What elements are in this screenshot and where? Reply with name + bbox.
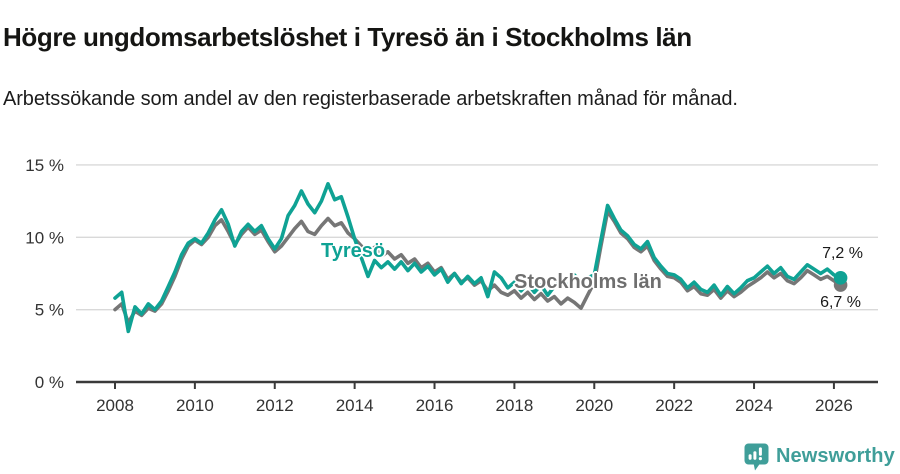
end-value-label-tyreso: 7,2 % <box>822 245 863 262</box>
y-tick-label-5: 5 % <box>35 301 64 320</box>
line-series-stockholms-l-n <box>113 209 843 325</box>
page-title: Högre ungdomsarbetslöshet i Tyresö än i … <box>3 22 692 53</box>
x-tick-label-2010: 2010 <box>176 396 214 415</box>
x-tick-label-2022: 2022 <box>655 396 693 415</box>
line-series-tyres- <box>113 182 843 334</box>
x-tick-label-2024: 2024 <box>735 396 773 415</box>
chart-subtitle: Arbetssökande som andel av den registerb… <box>3 88 738 110</box>
chart-speech-bubble-icon <box>744 443 769 471</box>
y-tick-label-0: 0 % <box>35 373 64 392</box>
end-dot-tyres- <box>833 271 848 285</box>
series-label-tyreso: Tyresö <box>321 240 386 262</box>
newsworthy-brand-text: Newsworthy <box>776 445 895 467</box>
x-tick-label-2012: 2012 <box>256 396 294 415</box>
x-tick-label-2020: 2020 <box>575 396 613 415</box>
x-tick-label-2014: 2014 <box>336 396 374 415</box>
x-tick-label-2026: 2026 <box>815 396 853 415</box>
end-value-label-stockholms-lan: 6,7 % <box>820 294 861 311</box>
y-tick-label-10: 10 % <box>25 228 64 247</box>
x-tick-label-2018: 2018 <box>495 396 533 415</box>
x-tick-label-2016: 2016 <box>416 396 454 415</box>
newsworthy-logo[interactable]: Newsworthy <box>744 443 895 471</box>
series-label-stockholms-lan: Stockholms län <box>514 271 662 293</box>
y-tick-label-15: 15 % <box>25 156 64 175</box>
x-tick-label-2008: 2008 <box>96 396 134 415</box>
